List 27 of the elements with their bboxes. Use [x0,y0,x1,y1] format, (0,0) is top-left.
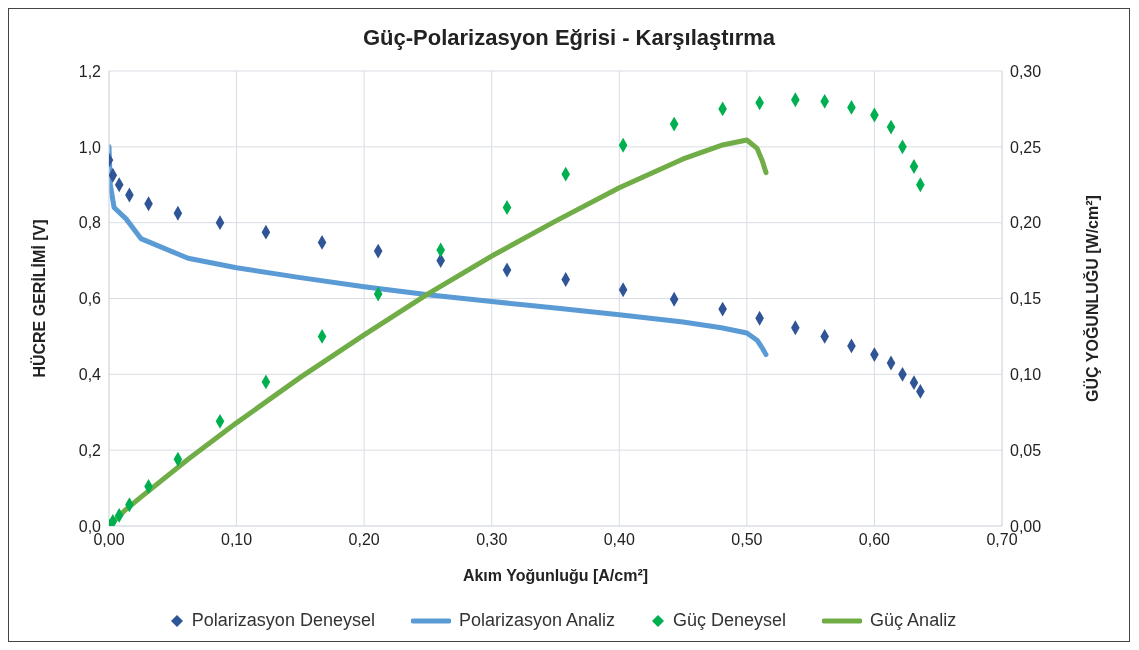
x-tick-label: 0,20 [348,531,380,549]
y2-tick-label: 0,15 [1010,290,1042,308]
y2-tick-label: 0,20 [1010,214,1042,232]
x-axis-title: Akım Yoğunluğu [A/cm²] [462,567,649,584]
x-tick-label: 0,60 [858,531,891,549]
legend-label: Polarizasyon Analiz [457,610,616,631]
y-tick-label: 0,6 [78,290,102,308]
y2-tick-label: 0,05 [1010,441,1042,459]
y-tick-label: 1,0 [78,138,102,156]
x-tick-label: 0,40 [603,531,635,549]
point [109,514,118,526]
y2-tick-label: 0,30 [1010,62,1042,80]
y2-tick-label: 0,25 [1010,138,1042,156]
y-axis-title: HÜCRE GERİLİMİ [V] [29,219,48,378]
legend-label: Güç Deneysel [672,610,787,631]
legend-label: Güç Analiz [869,610,957,631]
x-tick-label: 0,50 [731,531,763,549]
y-tick-label: 0,2 [78,441,102,459]
x-tick-label: 0,30 [476,531,508,549]
y-tick-label: 0,4 [78,366,102,384]
y2-tick-label: 0,10 [1010,366,1042,384]
legend-label: Polarizasyon Deneysel [190,610,375,631]
x-tick-label: 0,10 [221,531,253,549]
y-tick-label: 0,8 [78,214,102,232]
y-tick-label: 1,2 [78,62,102,80]
y2-axis-title: GÜÇ YOĞUNLUĞU [W/cm²] [1082,195,1101,402]
chart-title: Güç-Polarizasyon Eğrisi - Karşılaştırma [361,24,776,51]
